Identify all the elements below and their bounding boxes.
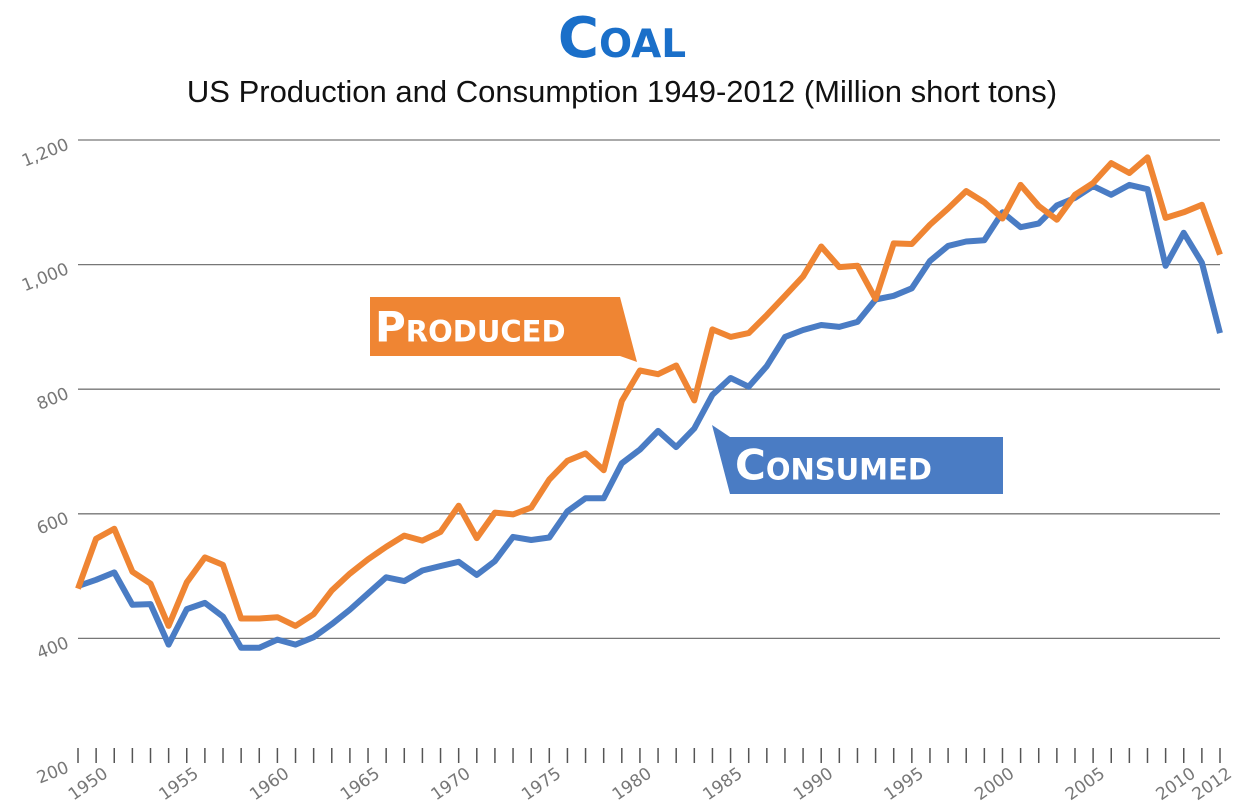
produced-callout <box>370 297 637 362</box>
y-tick-label: 1,200 <box>19 135 72 172</box>
series-label: Produced <box>375 303 566 352</box>
x-tick-label: 2005 <box>1062 764 1109 805</box>
y-tick-label: 600 <box>34 509 72 540</box>
x-tick-label: 2000 <box>971 764 1018 805</box>
x-tick-label: 1960 <box>246 764 293 805</box>
series-label: Consumed <box>735 441 932 490</box>
series-line <box>75 154 1223 629</box>
y-tick-label: 800 <box>34 384 72 415</box>
x-tick-label: 2010 <box>1153 764 1200 805</box>
series-line <box>77 181 1223 651</box>
chart-title: Coal <box>558 6 686 71</box>
consumed-callout <box>712 425 1003 494</box>
x-tick-label: 1955 <box>156 764 203 805</box>
x-tick-label: 1950 <box>65 764 112 805</box>
x-tick-label: 1975 <box>518 764 565 805</box>
x-tick-label: 1985 <box>699 764 746 805</box>
x-tick-label: 1965 <box>337 764 384 805</box>
y-tick-label: 200 <box>34 758 72 789</box>
chart-subtitle: US Production and Consumption 1949-2012 … <box>187 74 1057 109</box>
x-tick-label: 2012 <box>1189 764 1236 805</box>
y-tick-label: 400 <box>34 633 72 664</box>
x-tick-label: 1995 <box>881 764 928 805</box>
x-tick-label: 1990 <box>790 764 837 805</box>
y-tick-label: 1,000 <box>19 259 72 296</box>
plot-area: 200 400 600 800 1,000 1,200 1950 1955 1960 1965 19… <box>19 135 1236 805</box>
x-tick-label: 1980 <box>609 764 656 805</box>
x-tick-label: 1970 <box>427 764 474 805</box>
